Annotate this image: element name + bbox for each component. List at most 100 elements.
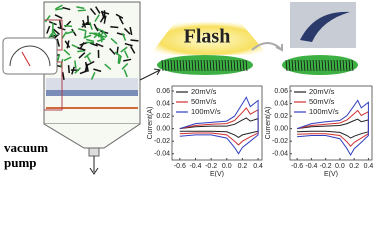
y-tick-label: -0.02 bbox=[154, 138, 170, 145]
film-wire bbox=[309, 59, 312, 72]
legend-label: 100mV/s bbox=[309, 107, 339, 116]
x-tick-label: -0.6 bbox=[174, 163, 186, 170]
nanowire bbox=[85, 38, 95, 43]
y-axis-label: Current(A) bbox=[147, 107, 154, 140]
cv-curve bbox=[296, 99, 369, 157]
nanowire bbox=[95, 6, 101, 14]
gauge-needle bbox=[21, 51, 31, 67]
nanowire bbox=[51, 30, 55, 39]
nanowire bbox=[101, 29, 108, 38]
nanowire bbox=[46, 25, 51, 34]
nanowire bbox=[101, 11, 110, 15]
pressure-gauge bbox=[2, 37, 58, 75]
nanowire bbox=[99, 15, 106, 23]
film-wire bbox=[197, 59, 200, 72]
film-wire bbox=[345, 59, 348, 72]
nanowire bbox=[121, 32, 127, 41]
nanowire bbox=[93, 23, 99, 32]
film-wire bbox=[236, 59, 239, 72]
film-wire bbox=[221, 59, 224, 72]
nozzle bbox=[88, 147, 100, 157]
transfer-arrow bbox=[251, 42, 283, 52]
nanowire bbox=[123, 50, 129, 59]
nanowire bbox=[79, 41, 88, 46]
nanowire bbox=[74, 67, 82, 74]
y-tick-label: 0.06 bbox=[156, 88, 170, 95]
film-wire bbox=[342, 59, 345, 72]
nanowire bbox=[57, 26, 66, 31]
x-axis-label: E(V) bbox=[210, 171, 224, 177]
nanowire bbox=[55, 7, 64, 11]
film-wire bbox=[209, 59, 212, 72]
film-wire bbox=[303, 59, 306, 72]
x-tick-label: 0.4 bbox=[253, 163, 263, 170]
nanowire bbox=[77, 49, 86, 53]
film-wire bbox=[330, 59, 333, 72]
nanowire bbox=[124, 42, 133, 47]
nanowire bbox=[62, 6, 71, 11]
nanowire bbox=[103, 15, 107, 24]
film-wire bbox=[285, 59, 288, 72]
film-wire bbox=[206, 59, 209, 72]
nanowire bbox=[54, 14, 63, 20]
nanowire bbox=[61, 71, 65, 81]
y-tick-label: 0.02 bbox=[156, 113, 170, 120]
film-wire bbox=[321, 59, 324, 72]
nanowire bbox=[123, 69, 128, 78]
nanowire bbox=[71, 66, 75, 75]
x-tick-label: 0.0 bbox=[335, 163, 345, 170]
x-tick-label: 0.4 bbox=[364, 163, 374, 170]
nanowire bbox=[77, 9, 86, 12]
film-wire bbox=[336, 59, 339, 72]
film-wire bbox=[227, 59, 230, 72]
film-wire bbox=[245, 59, 248, 72]
nanowire bbox=[83, 34, 92, 39]
x-tick-label: -0.2 bbox=[205, 163, 217, 170]
film-wire bbox=[306, 59, 309, 72]
photo-film bbox=[300, 11, 350, 42]
x-tick-label: -0.4 bbox=[305, 163, 317, 170]
film-wire bbox=[339, 59, 342, 72]
film-wire bbox=[351, 59, 354, 72]
nanowire bbox=[63, 56, 72, 62]
film-wire bbox=[179, 59, 182, 72]
nanowire bbox=[89, 42, 98, 47]
film-wire bbox=[233, 59, 236, 72]
film-wire bbox=[318, 59, 321, 72]
film-wire bbox=[333, 59, 336, 72]
legend-label: 100mV/s bbox=[191, 107, 221, 116]
nanowire bbox=[44, 15, 51, 23]
film-wire bbox=[176, 59, 179, 72]
nanowire bbox=[50, 34, 59, 38]
nanowire bbox=[63, 49, 71, 56]
film-wire bbox=[212, 59, 215, 72]
process-arrow bbox=[139, 68, 161, 81]
y-tick-label: 0.04 bbox=[156, 100, 170, 107]
nanowire bbox=[86, 54, 92, 63]
x-tick-label: -0.2 bbox=[320, 163, 332, 170]
y-tick-label: 0.00 bbox=[156, 125, 170, 132]
nanowire bbox=[120, 46, 128, 53]
nanowire bbox=[100, 34, 103, 43]
x-tick-label: 0.2 bbox=[349, 163, 359, 170]
film-wire bbox=[224, 59, 227, 72]
nanowire bbox=[76, 6, 85, 10]
y-tick-label: 0.06 bbox=[274, 88, 288, 95]
nanowire bbox=[117, 55, 120, 64]
filter-membrane bbox=[46, 78, 138, 90]
x-tick-label: -0.6 bbox=[291, 163, 303, 170]
film-wire bbox=[242, 59, 245, 72]
nanowire bbox=[104, 63, 112, 70]
y-tick-label: 0.00 bbox=[274, 125, 288, 132]
x-tick-label: 0.2 bbox=[238, 163, 248, 170]
plot-frame bbox=[171, 85, 263, 161]
nanowire-sticks bbox=[44, 4, 139, 81]
plot-frame bbox=[289, 85, 373, 161]
nanowire bbox=[54, 4, 63, 10]
nanowire bbox=[56, 38, 60, 47]
nanowire bbox=[123, 27, 131, 35]
x-tick-label: 0.0 bbox=[222, 163, 232, 170]
nanowire bbox=[110, 26, 119, 29]
y-tick-label: -0.02 bbox=[272, 138, 288, 145]
flash-label: Flash bbox=[184, 26, 231, 48]
